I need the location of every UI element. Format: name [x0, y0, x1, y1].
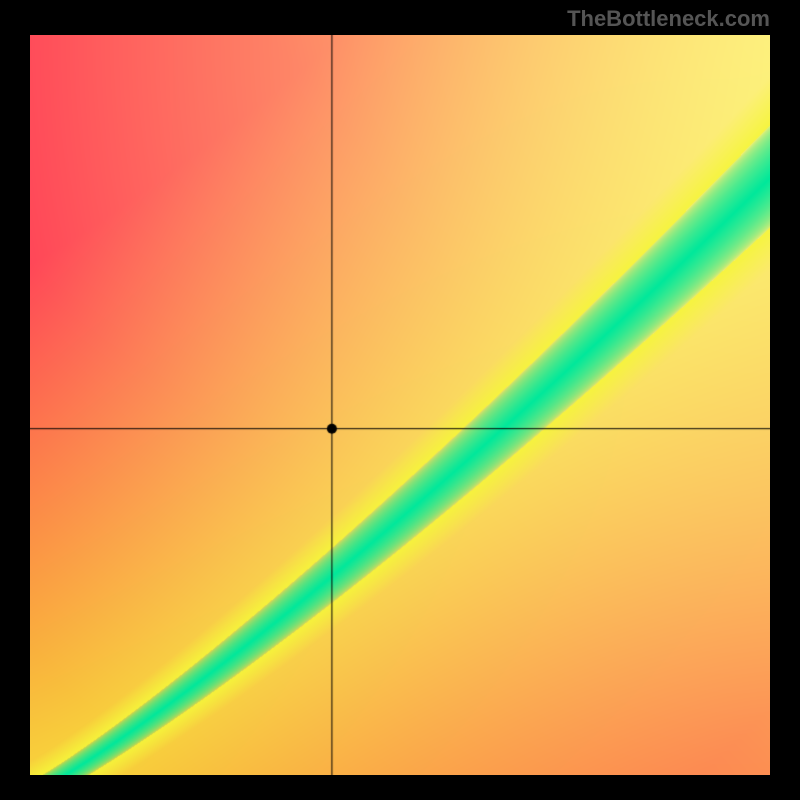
- watermark-text: TheBottleneck.com: [567, 6, 770, 32]
- plot-frame: [30, 35, 770, 775]
- heatmap-canvas: [30, 35, 770, 775]
- chart-container: TheBottleneck.com: [0, 0, 800, 800]
